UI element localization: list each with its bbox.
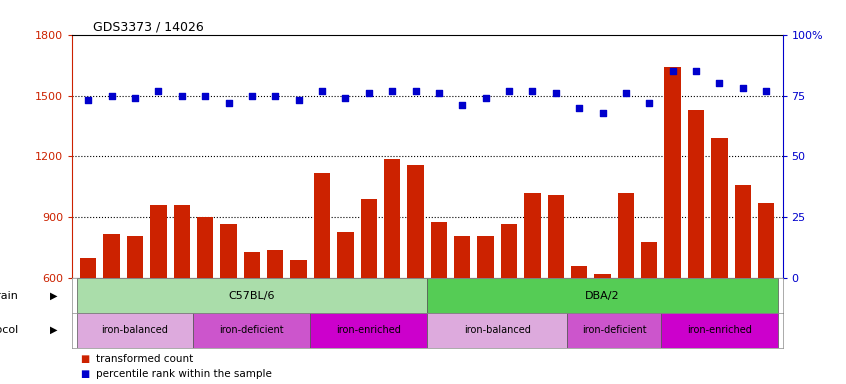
Text: iron-enriched: iron-enriched (687, 325, 752, 335)
Point (455, 102, 469, 108)
Bar (127, 236, 143, 278)
Text: iron-balanced: iron-balanced (102, 325, 168, 335)
Text: ■: ■ (80, 369, 90, 379)
Point (643, 100, 656, 106)
Bar (290, 260, 307, 278)
Bar (734, 185, 751, 278)
Bar (568, 313, 661, 348)
Point (362, 90, 376, 96)
Bar (267, 250, 283, 278)
Point (712, 80, 726, 86)
Text: strain: strain (0, 291, 19, 301)
Bar (661, 313, 777, 348)
Point (268, 93, 282, 99)
Bar (151, 205, 167, 278)
Bar (688, 110, 704, 278)
Point (81, 97, 95, 103)
Bar (103, 234, 120, 278)
Point (432, 90, 446, 96)
Bar (595, 274, 611, 278)
Text: iron-deficient: iron-deficient (220, 325, 284, 335)
Text: ▶: ▶ (51, 291, 58, 301)
Bar (525, 193, 541, 278)
Point (525, 88, 539, 94)
Text: iron-enriched: iron-enriched (337, 325, 401, 335)
Point (736, 85, 750, 91)
Bar (477, 236, 494, 278)
Point (129, 95, 142, 101)
Bar (197, 217, 213, 278)
Bar (641, 242, 657, 278)
Bar (501, 223, 517, 278)
Point (338, 95, 352, 101)
Text: iron-balanced: iron-balanced (464, 325, 530, 335)
Bar (547, 195, 564, 278)
Point (596, 109, 609, 116)
Bar (77, 313, 194, 348)
Point (503, 88, 516, 94)
Bar (384, 159, 400, 278)
Bar (454, 236, 470, 278)
Text: ■: ■ (80, 354, 90, 364)
Text: DBA/2: DBA/2 (585, 291, 620, 301)
Bar (408, 165, 424, 278)
Bar (80, 258, 96, 278)
Point (245, 93, 259, 99)
Point (573, 105, 586, 111)
Text: C57BL/6: C57BL/6 (228, 291, 275, 301)
Bar (427, 313, 568, 348)
Bar (310, 313, 427, 348)
Point (689, 68, 703, 74)
Bar (571, 266, 587, 278)
Point (549, 90, 563, 96)
Bar (427, 278, 777, 313)
Point (198, 93, 212, 99)
Bar (431, 222, 447, 278)
Bar (194, 313, 310, 348)
Point (479, 95, 492, 101)
Bar (314, 173, 330, 278)
Text: transformed count: transformed count (96, 354, 193, 364)
Point (316, 88, 329, 94)
Bar (360, 199, 377, 278)
Text: GDS3373 / 14026: GDS3373 / 14026 (93, 20, 204, 33)
Point (222, 100, 235, 106)
Point (386, 88, 399, 94)
Bar (618, 193, 634, 278)
Bar (220, 223, 237, 278)
Bar (77, 278, 427, 313)
Bar (758, 203, 774, 278)
Point (409, 88, 422, 94)
Point (760, 88, 773, 94)
Text: ▶: ▶ (51, 325, 58, 335)
Bar (244, 252, 260, 278)
Point (619, 90, 633, 96)
Bar (711, 138, 728, 278)
Text: iron-deficient: iron-deficient (582, 325, 646, 335)
Point (175, 93, 189, 99)
Text: percentile rank within the sample: percentile rank within the sample (96, 369, 272, 379)
Point (151, 88, 165, 94)
Text: protocol: protocol (0, 325, 19, 335)
Bar (664, 67, 681, 278)
Bar (338, 232, 354, 278)
Point (292, 97, 305, 103)
Bar (173, 205, 190, 278)
Point (105, 93, 118, 99)
Point (666, 68, 679, 74)
